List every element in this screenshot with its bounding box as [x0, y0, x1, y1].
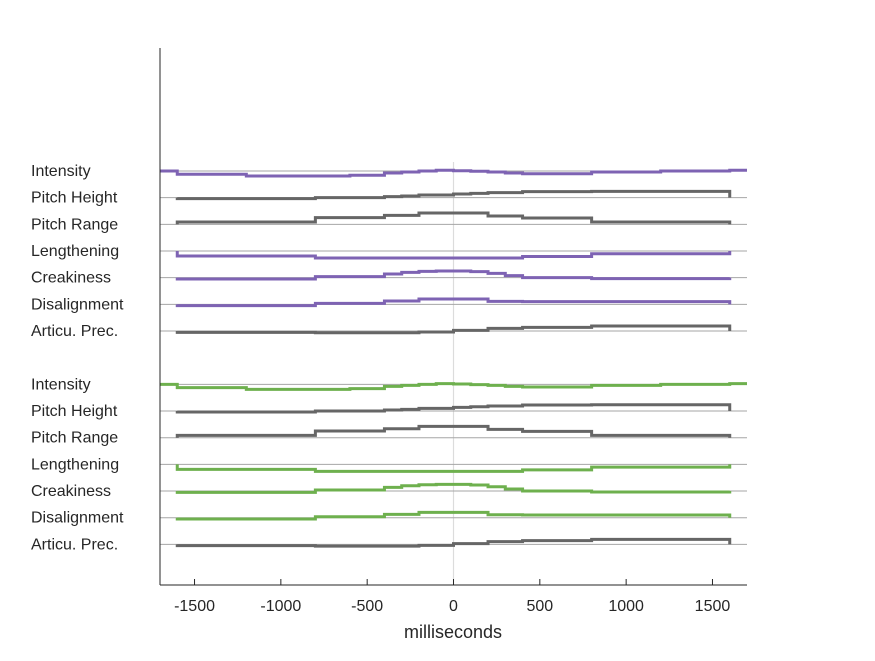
row-label: Intensity — [31, 163, 91, 180]
row-label: Creakiness — [31, 270, 111, 287]
row-label: Lengthening — [31, 243, 119, 260]
trace-creakiness-group1 — [175, 269, 732, 281]
trace-layer — [160, 168, 747, 548]
trace-intensity-group1 — [160, 168, 747, 178]
trace-pitch-height-group2 — [175, 403, 732, 414]
row-label: Disalignment — [31, 296, 124, 313]
x-tick-label: -500 — [351, 598, 383, 615]
x-tick-layer: -1500 -1000 -500 0 500 1000 1500 — [174, 579, 730, 615]
x-tick-label: 0 — [449, 598, 458, 615]
trace-pitch-height-group1 — [175, 189, 732, 201]
trace-pitch-range-group2 — [175, 424, 732, 438]
row-label: Intensity — [31, 376, 91, 393]
row-label: Pitch Height — [31, 190, 118, 207]
x-tick-label: 1500 — [695, 598, 731, 615]
trace-disalignment-group1 — [175, 297, 732, 308]
trace-pitch-range-group1 — [175, 211, 732, 225]
trace-disalignment-group2 — [175, 510, 732, 521]
row-label: Disalignment — [31, 510, 124, 527]
trace-lengthening-group1 — [175, 251, 732, 260]
row-label: Pitch Range — [31, 216, 118, 233]
x-tick-label: -1500 — [174, 598, 215, 615]
row-label: Pitch Range — [31, 430, 118, 447]
row-label: Lengthening — [31, 456, 119, 473]
row-label: Creakiness — [31, 483, 111, 500]
x-tick-label: 1000 — [608, 598, 644, 615]
row-label-layer: Intensity Pitch Height Pitch Range Lengthen… — [31, 163, 124, 553]
trace-articu-prec-group2 — [175, 537, 732, 548]
trace-lengthening-group2 — [175, 464, 732, 473]
x-tick-label: -1000 — [260, 598, 301, 615]
row-label: Articu. Prec. — [31, 323, 118, 340]
trace-creakiness-group2 — [175, 482, 732, 494]
row-label: Pitch Height — [31, 403, 118, 420]
trace-intensity-group2 — [160, 382, 747, 391]
trace-articu-prec-group1 — [175, 324, 732, 335]
x-axis-label: milliseconds — [404, 622, 502, 642]
row-label: Articu. Prec. — [31, 536, 118, 553]
x-tick-label: 500 — [526, 598, 553, 615]
